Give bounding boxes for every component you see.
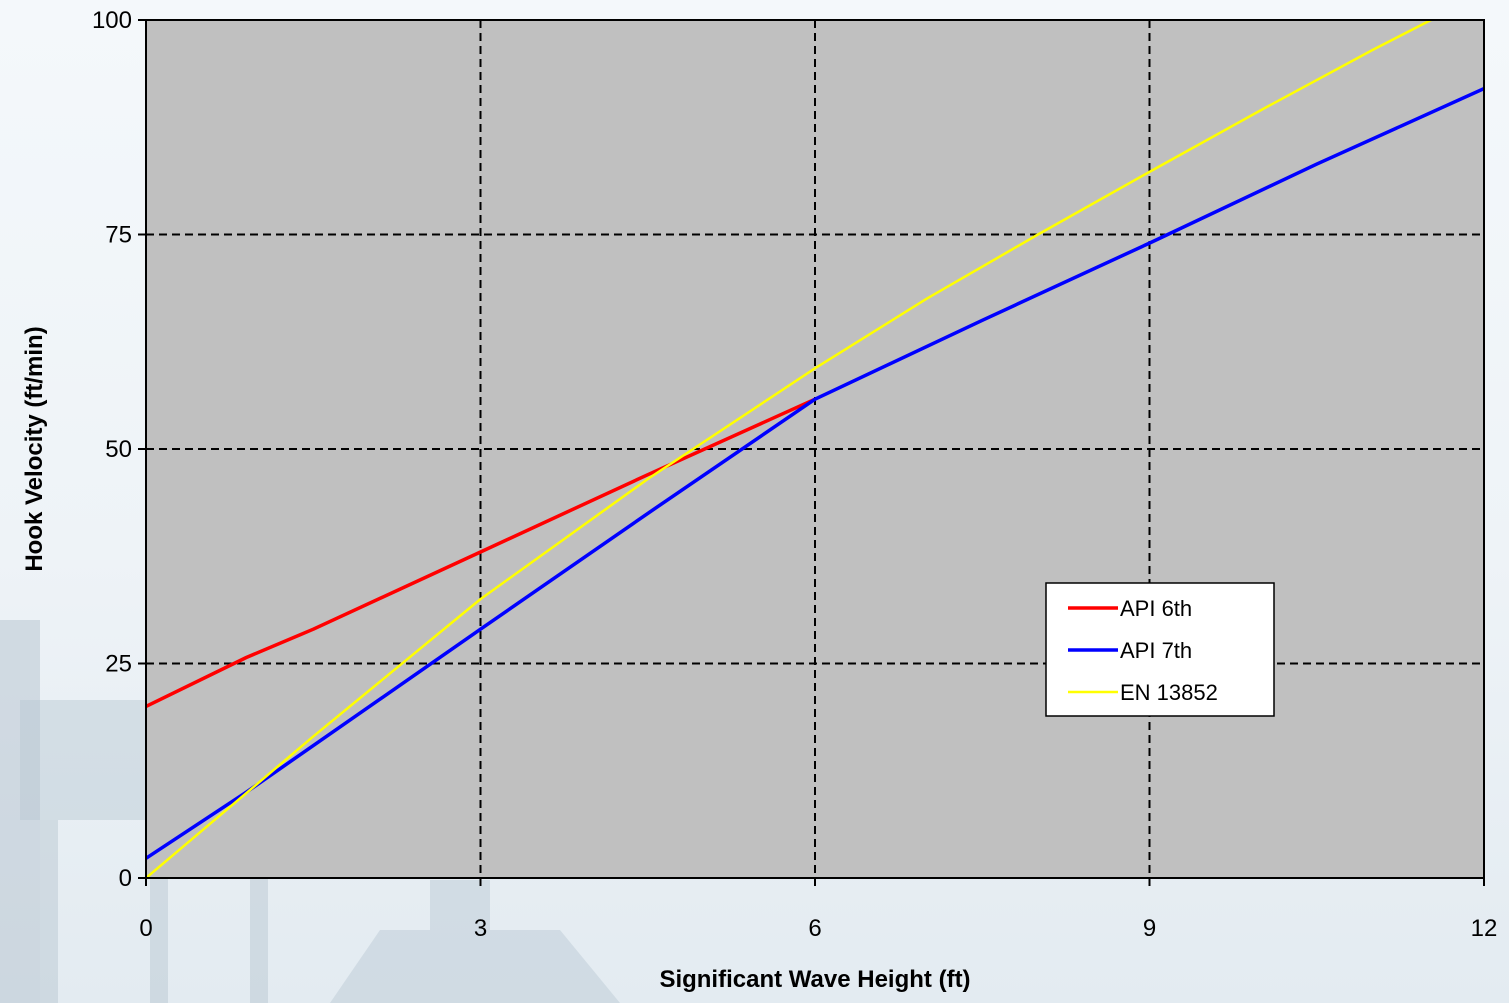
series-layer — [146, 20, 1484, 878]
x-tick-label: 3 — [474, 915, 487, 942]
legend-label-1: API 6th — [1120, 596, 1192, 621]
y-tick-label: 100 — [92, 7, 132, 34]
watermark-ship — [330, 930, 620, 1003]
watermark-leg — [40, 820, 58, 1003]
y-axis: 0 25 50 75 100 — [92, 7, 146, 892]
series-line-3 — [146, 20, 1434, 878]
watermark-tower — [0, 620, 40, 1003]
y-tick-label: 75 — [105, 222, 132, 249]
x-tick-label: 9 — [1143, 915, 1156, 942]
watermark-ship-cabin — [430, 880, 490, 930]
legend-label-2: API 7th — [1120, 638, 1192, 663]
legend-label-3: EN 13852 — [1120, 680, 1218, 705]
x-tick-label: 0 — [139, 915, 152, 942]
grid-lines — [146, 20, 1484, 878]
x-axis-title: Significant Wave Height (ft) — [659, 966, 970, 993]
x-tick-label: 6 — [808, 915, 821, 942]
x-axis: 0 3 6 9 12 — [139, 878, 1497, 942]
series-line-1 — [146, 397, 816, 708]
x-tick-label: 12 — [1471, 915, 1498, 942]
y-axis-title: Hook Velocity (ft/min) — [21, 326, 48, 571]
y-tick-label: 25 — [105, 651, 132, 678]
y-tick-label: 50 — [105, 436, 132, 463]
legend: API 6th API 7th EN 13852 — [1045, 582, 1275, 717]
y-tick-label: 0 — [119, 865, 132, 892]
series-line-2 — [146, 87, 1484, 860]
